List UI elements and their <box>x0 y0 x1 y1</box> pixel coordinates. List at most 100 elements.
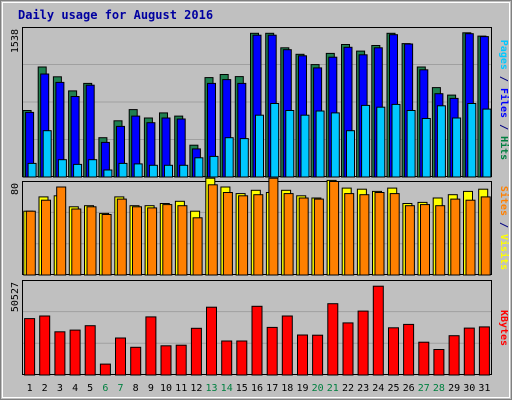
bar-kbytes-1 <box>24 318 36 376</box>
x-tick-label-29: 29 <box>448 383 460 394</box>
bar-sites-4 <box>71 208 82 276</box>
bar-kbytes-27 <box>418 341 430 376</box>
x-tick-label-19: 19 <box>296 383 308 394</box>
axis-label-part: / <box>498 70 509 88</box>
bar-pages-15 <box>239 138 249 178</box>
bar-sites-1 <box>25 210 36 276</box>
x-tick-label-23: 23 <box>357 383 369 394</box>
bar-kbytes-9 <box>145 316 157 376</box>
bar-pages-12 <box>194 157 204 178</box>
bar-sites-16 <box>253 194 264 276</box>
axis-label-part: Pages <box>498 40 509 70</box>
x-tick-label-22: 22 <box>342 383 354 394</box>
axis-label-part: KBytes <box>498 310 509 346</box>
x-tick-label-14: 14 <box>221 383 233 394</box>
bar-pages-26 <box>406 110 416 178</box>
ymax-label: 50527 <box>10 282 21 312</box>
bar-sites-20 <box>313 198 324 276</box>
bar-pages-20 <box>315 110 325 178</box>
bar-kbytes-25 <box>388 327 399 376</box>
bar-pages-1 <box>27 162 37 178</box>
bar-pages-17 <box>270 103 280 178</box>
bar-pages-28 <box>436 105 446 178</box>
bar-kbytes-19 <box>297 334 308 376</box>
panel-pages-files-hits: 1538 Pages / Files / Hits <box>10 27 510 178</box>
axis-label: Pages / Files / Hits <box>498 40 510 160</box>
bar-sites-15 <box>238 195 249 276</box>
bar-kbytes-26 <box>403 323 415 376</box>
bar-sites-22 <box>344 193 355 276</box>
bar-sites-21 <box>329 181 340 276</box>
axis-label-part: Visits <box>498 234 510 270</box>
x-tick-label-17: 17 <box>266 383 278 394</box>
bar-sites-31 <box>480 196 491 276</box>
x-tick-label-9: 9 <box>148 383 154 394</box>
x-tick-label-8: 8 <box>133 383 139 394</box>
x-tick-label-10: 10 <box>160 383 172 394</box>
ymax-label: 1538 <box>10 29 21 53</box>
x-tick-label-28: 28 <box>433 383 445 394</box>
axis-label-part: Sites <box>498 186 510 216</box>
bar-kbytes-13 <box>206 306 217 376</box>
axis-label-part: Hits <box>498 136 510 160</box>
x-tick-label-1: 1 <box>27 383 33 394</box>
bar-pages-6 <box>103 169 113 178</box>
bar-sites-18 <box>283 193 294 276</box>
bar-sites-27 <box>420 204 430 276</box>
bar-kbytes-16 <box>251 305 263 376</box>
bar-pages-30 <box>467 103 477 178</box>
bar-pages-7 <box>118 162 128 178</box>
bar-kbytes-23 <box>357 310 369 376</box>
bar-pages-22 <box>346 130 355 178</box>
bar-kbytes-21 <box>327 303 339 376</box>
panel-sites-visits: 80 Sites / Visits <box>10 177 510 276</box>
bar-kbytes-24 <box>372 285 384 376</box>
bar-sites-26 <box>404 205 415 276</box>
bar-kbytes-31 <box>478 326 490 376</box>
x-tick-label-15: 15 <box>236 383 248 394</box>
axis-label-part: / <box>498 216 509 234</box>
bar-pages-24 <box>376 106 386 178</box>
bar-sites-2 <box>41 199 51 276</box>
bar-sites-3 <box>56 186 67 276</box>
x-tick-label-5: 5 <box>87 383 93 394</box>
bar-kbytes-12 <box>190 327 202 376</box>
x-tick-label-26: 26 <box>403 383 415 394</box>
axis-label-part: / <box>498 118 509 136</box>
chart-title: Daily usage for August 2016 <box>18 8 213 22</box>
bar-sites-29 <box>450 198 461 276</box>
x-tick-label-6: 6 <box>102 383 108 394</box>
bar-pages-13 <box>209 155 219 178</box>
bar-pages-10 <box>164 164 173 178</box>
x-tick-label-30: 30 <box>463 383 475 394</box>
bar-sites-23 <box>359 194 370 276</box>
bar-pages-21 <box>330 112 340 178</box>
x-tick-label-12: 12 <box>190 383 202 394</box>
x-tick-label-2: 2 <box>42 383 48 394</box>
x-tick-label-24: 24 <box>372 383 384 394</box>
x-tick-label-11: 11 <box>175 383 187 394</box>
bar-pages-8 <box>133 163 143 178</box>
x-tick-label-25: 25 <box>387 383 399 394</box>
panel-kbytes: 50527 KBytes <box>10 280 509 376</box>
bar-pages-2 <box>42 130 52 178</box>
bar-kbytes-10 <box>160 345 172 376</box>
bar-kbytes-11 <box>175 344 187 376</box>
bar-pages-14 <box>224 137 234 178</box>
bar-pages-9 <box>148 164 158 178</box>
bar-pages-27 <box>421 118 431 178</box>
bar-kbytes-30 <box>463 327 475 376</box>
bar-sites-30 <box>465 199 476 276</box>
bar-sites-24 <box>374 192 385 276</box>
bar-pages-11 <box>179 164 189 178</box>
bar-sites-14 <box>222 192 233 276</box>
bar-kbytes-15 <box>236 340 248 376</box>
axis-label-part: Files <box>498 88 510 118</box>
bar-sites-6 <box>101 214 112 276</box>
bar-kbytes-28 <box>433 349 445 376</box>
x-tick-label-21: 21 <box>327 383 339 394</box>
bar-sites-10 <box>162 204 173 276</box>
bar-sites-9 <box>147 207 158 276</box>
bar-kbytes-29 <box>448 335 460 376</box>
